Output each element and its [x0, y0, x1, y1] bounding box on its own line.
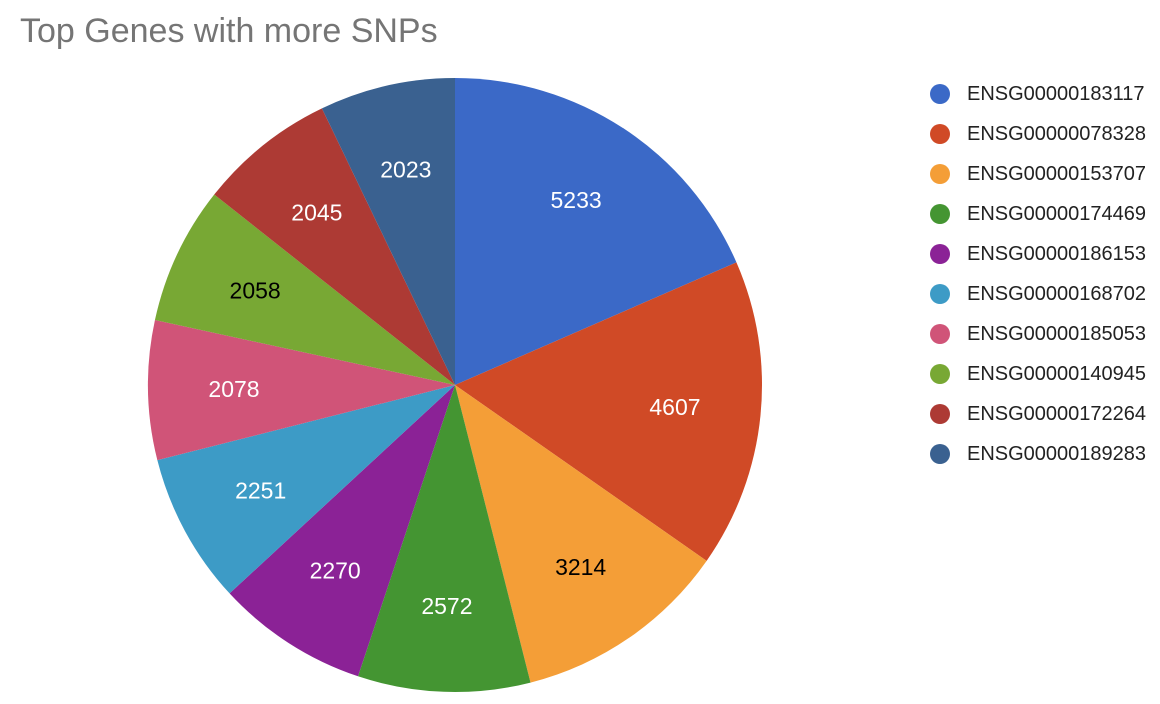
legend-swatch [930, 444, 950, 464]
legend-swatch [930, 124, 950, 144]
legend-item[interactable]: ENSG00000172264 [930, 394, 1158, 434]
legend-label: ENSG00000153707 [967, 162, 1147, 185]
slice-value-label: 2270 [310, 558, 361, 584]
pie-slice-ENSG00000172264[interactable] [214, 108, 455, 386]
legend-label: ENSG00000185053 [967, 322, 1147, 345]
legend-label: ENSG00000172264 [967, 402, 1147, 425]
slice-value-label: 2572 [421, 593, 472, 619]
legend-label: ENSG00000078328 [967, 122, 1147, 145]
chart-title: Top Genes with more SNPs [20, 12, 438, 50]
pie-slice-ENSG00000189283[interactable] [321, 78, 455, 385]
legend-item[interactable]: ENSG00000174469 [930, 194, 1158, 234]
pie-slice-ENSG00000183117[interactable] [455, 78, 737, 385]
pie-slice-ENSG00000185053[interactable] [148, 320, 455, 461]
pie-slice-ENSG00000174469[interactable] [358, 385, 531, 692]
legend-label: ENSG00000186153 [967, 242, 1147, 265]
slice-value-label: 2045 [291, 199, 342, 225]
slice-value-label: 5233 [551, 187, 602, 213]
pie-slice-ENSG00000078328[interactable] [455, 262, 762, 561]
legend-item[interactable]: ENSG00000186153 [930, 234, 1158, 274]
pie-slice-ENSG00000140945[interactable] [154, 194, 456, 385]
slice-value-label: 3214 [555, 554, 606, 580]
legend-item[interactable]: ENSG00000189283 [930, 434, 1158, 474]
legend-swatch [930, 284, 950, 304]
slice-value-label: 4607 [649, 394, 700, 420]
legend-item[interactable]: ENSG00000185053 [930, 314, 1158, 354]
slice-value-label: 2078 [208, 376, 259, 402]
legend-item[interactable]: ENSG00000168702 [930, 274, 1158, 314]
pie-slice-ENSG00000168702[interactable] [157, 385, 456, 594]
slice-value-label: 2058 [230, 278, 281, 304]
slice-value-label: 2251 [235, 477, 286, 503]
legend-item[interactable]: ENSG00000183117 [930, 74, 1158, 114]
legend: ENSG00000183117 ENSG00000078328 ENSG000001… [930, 74, 1158, 474]
legend-swatch [930, 204, 950, 224]
legend-item[interactable]: ENSG00000140945 [930, 354, 1158, 394]
legend-swatch [930, 404, 950, 424]
slice-value-label: 2023 [380, 156, 431, 182]
legend-item[interactable]: ENSG00000153707 [930, 154, 1158, 194]
legend-swatch [930, 324, 950, 344]
legend-label: ENSG00000189283 [967, 442, 1147, 465]
pie-slice-ENSG00000153707[interactable] [455, 385, 707, 683]
legend-label: ENSG00000168702 [967, 282, 1147, 305]
legend-swatch [930, 364, 950, 384]
legend-label: ENSG00000140945 [967, 362, 1147, 385]
legend-label: ENSG00000174469 [967, 202, 1147, 225]
pie-slice-ENSG00000186153[interactable] [229, 385, 455, 677]
legend-item[interactable]: ENSG00000078328 [930, 114, 1158, 154]
legend-swatch [930, 164, 950, 184]
legend-swatch [930, 244, 950, 264]
pie-slice-labels: 5233 4607 3214 2572 2270 2251 2078 2058 2045 2023 [208, 156, 700, 618]
legend-swatch [930, 84, 950, 104]
pie-slices [148, 78, 762, 692]
legend-label: ENSG00000183117 [967, 82, 1145, 105]
